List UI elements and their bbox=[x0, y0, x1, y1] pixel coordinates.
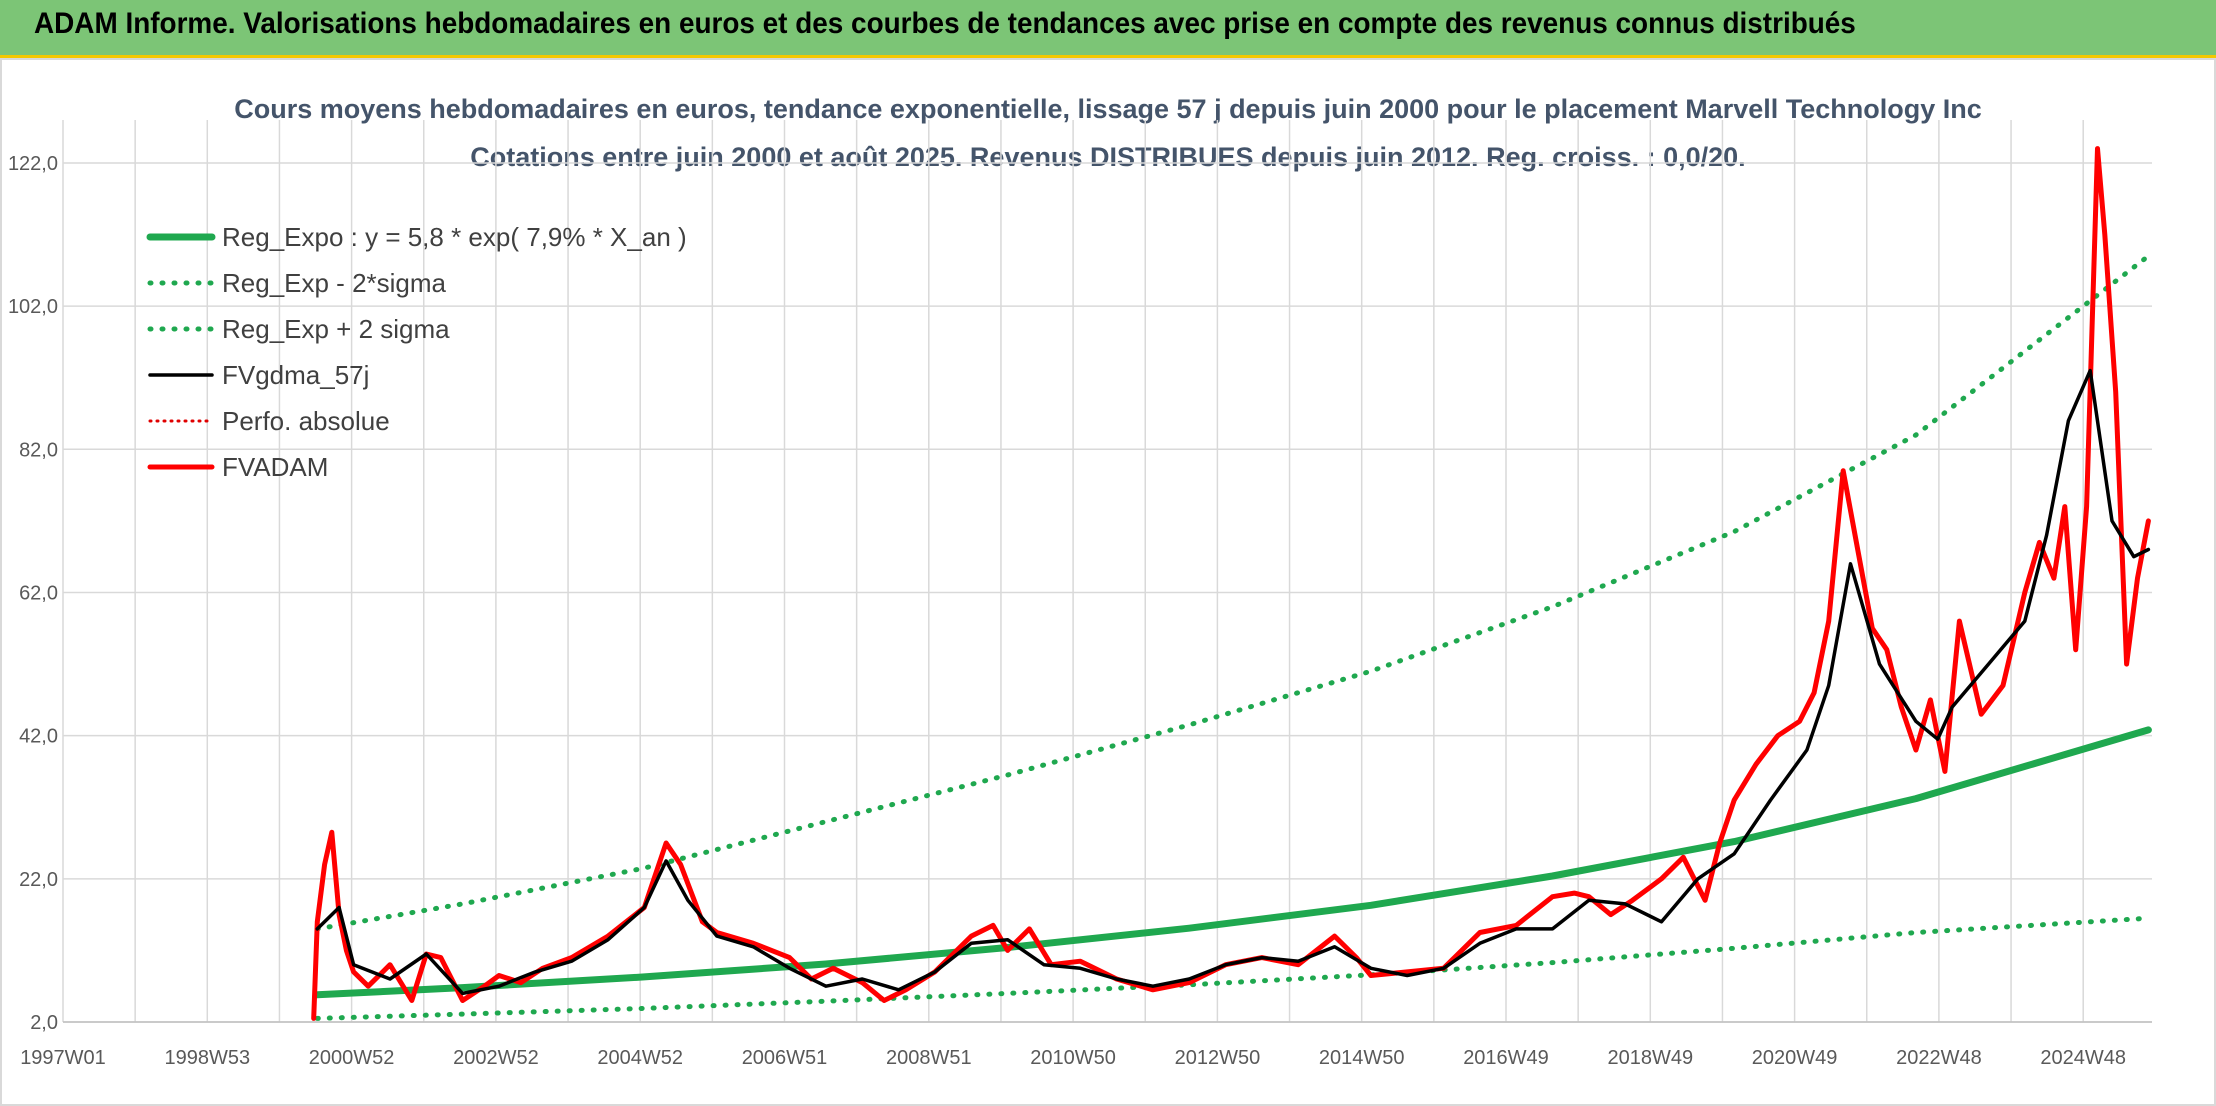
x-tick-label: 2020W49 bbox=[1752, 1047, 1838, 1069]
y-tick-label: 102,0 bbox=[8, 296, 58, 318]
series-line-5 bbox=[311, 146, 2151, 1021]
legend-label: FVgdma_57j bbox=[222, 360, 369, 390]
chart-subtitle: Cotations entre juin 2000 et août 2025. … bbox=[470, 142, 1745, 172]
banner: ADAM Informe. Valorisations hebdomadaire… bbox=[0, 0, 2216, 58]
x-tick-label: 1998W53 bbox=[164, 1047, 250, 1069]
y-tick-label: 42,0 bbox=[19, 726, 58, 748]
x-tick-label: 2012W50 bbox=[1175, 1047, 1261, 1069]
x-tick-label: 2022W48 bbox=[1896, 1047, 1982, 1069]
x-tick-label: 2014W50 bbox=[1319, 1047, 1405, 1069]
x-tick-label: 2000W52 bbox=[309, 1047, 395, 1069]
series-line-0 bbox=[313, 726, 2152, 999]
x-tick-label: 2004W52 bbox=[597, 1047, 683, 1069]
y-tick-label: 2,0 bbox=[30, 1012, 58, 1034]
x-tick-label: 2002W52 bbox=[453, 1047, 539, 1069]
x-tick-label: 2010W50 bbox=[1030, 1047, 1116, 1069]
x-tick-label: 2024W48 bbox=[2040, 1047, 2126, 1069]
y-tick-label: 122,0 bbox=[8, 153, 58, 175]
y-tick-label: 82,0 bbox=[19, 439, 58, 461]
chart-title: Cours moyens hebdomadaires en euros, ten… bbox=[234, 94, 1982, 124]
legend-label: Reg_Exp - 2*sigma bbox=[222, 268, 447, 298]
legend-label: Reg_Expo : y = 5,8 * exp( 7,9% * X_an ) bbox=[222, 222, 687, 252]
y-tick-label: 62,0 bbox=[19, 582, 58, 604]
legend-label: Perfo. absolue bbox=[222, 406, 390, 436]
series-line-1 bbox=[314, 915, 2151, 1021]
x-tick-label: 2016W49 bbox=[1463, 1047, 1549, 1069]
legend-label: FVADAM bbox=[222, 452, 328, 482]
x-tick-label: 2008W51 bbox=[886, 1047, 972, 1069]
x-tick-label: 2018W49 bbox=[1607, 1047, 1693, 1069]
y-tick-label: 22,0 bbox=[19, 869, 58, 891]
banner-title: ADAM Informe. Valorisations hebdomadaire… bbox=[34, 7, 1856, 40]
x-tick-label: 1997W01 bbox=[20, 1047, 106, 1069]
x-tick-label: 2006W51 bbox=[742, 1047, 828, 1069]
legend-label: Reg_Exp + 2 sigma bbox=[222, 314, 450, 344]
series-line-3 bbox=[315, 368, 2151, 996]
